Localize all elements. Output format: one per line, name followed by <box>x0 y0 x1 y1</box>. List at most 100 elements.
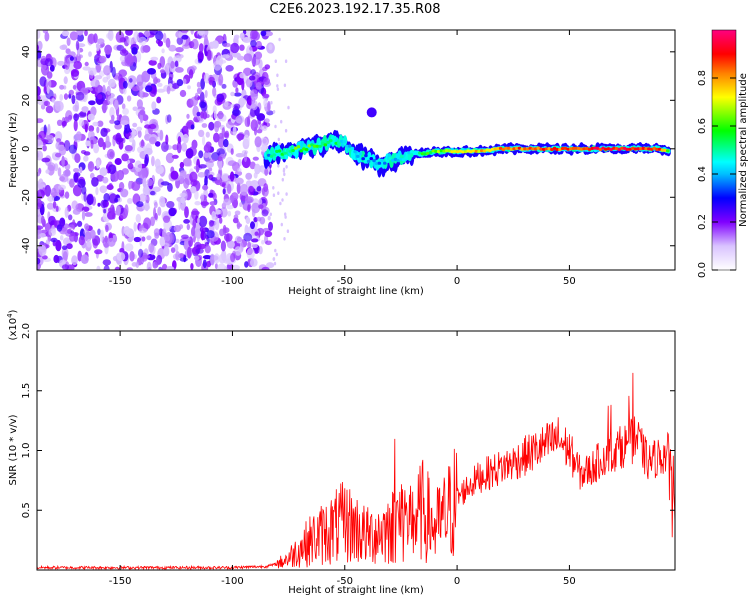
noise-speckle <box>37 172 41 177</box>
noise-speckle <box>131 181 141 192</box>
noise-speckle <box>179 170 187 179</box>
noise-speckle <box>200 78 206 90</box>
signal-core <box>428 150 433 155</box>
noise-speckle <box>82 66 91 71</box>
noise-speckle <box>213 132 220 143</box>
noise-speckle <box>249 108 257 117</box>
noise-speckle <box>285 192 288 196</box>
signal-core <box>442 149 446 153</box>
noise-speckle <box>270 100 273 105</box>
noise-speckle <box>243 232 253 242</box>
signal-core <box>318 144 322 148</box>
noise-speckle <box>59 173 69 183</box>
noise-speckle <box>95 187 99 196</box>
noise-speckle <box>167 182 173 192</box>
noise-speckle <box>107 237 116 247</box>
noise-speckle <box>213 60 222 71</box>
noise-speckle <box>162 32 167 44</box>
noise-speckle <box>91 177 99 187</box>
noise-speckle <box>166 85 171 95</box>
signal-core <box>409 150 414 154</box>
noise-speckle <box>72 84 77 90</box>
noise-speckle <box>177 136 182 144</box>
noise-speckle <box>262 125 268 131</box>
noise-speckle <box>69 56 74 61</box>
noise-speckle <box>148 123 157 130</box>
signal-core <box>369 157 374 161</box>
signal-core <box>485 148 490 152</box>
noise-speckle <box>247 185 255 196</box>
noise-speckle <box>281 177 284 182</box>
noise-speckle <box>94 75 103 80</box>
signal-core <box>585 146 589 151</box>
noise-speckle <box>164 235 171 242</box>
noise-speckle <box>175 47 184 53</box>
noise-speckle <box>190 96 199 107</box>
noise-speckle <box>163 242 170 248</box>
signal-core <box>563 146 568 150</box>
noise-speckle <box>280 119 283 124</box>
noise-speckle <box>247 115 251 127</box>
noise-speckle <box>59 217 66 227</box>
signal-core <box>326 140 330 144</box>
noise-speckle <box>121 103 126 110</box>
noise-speckle <box>277 164 280 168</box>
noise-speckle <box>236 182 241 195</box>
noise-speckle <box>265 240 272 246</box>
noise-speckle <box>277 191 280 195</box>
noise-speckle <box>196 81 201 88</box>
noise-speckle <box>37 139 44 150</box>
noise-speckle <box>219 228 225 237</box>
noise-speckle <box>45 169 50 174</box>
noise-speckle <box>251 202 261 214</box>
signal-core <box>393 157 398 161</box>
noise-speckle <box>129 250 135 262</box>
noise-speckle <box>124 123 130 134</box>
signal-core <box>334 141 339 145</box>
noise-speckle <box>124 204 129 216</box>
noise-speckle <box>247 241 252 249</box>
noise-speckle <box>71 255 78 266</box>
signal-core <box>423 152 428 156</box>
noise-speckle <box>59 44 68 51</box>
noise-speckle <box>251 244 258 249</box>
noise-speckle <box>46 134 53 141</box>
noise-speckle <box>66 37 71 46</box>
noise-speckle <box>139 109 146 116</box>
noise-speckle <box>236 236 243 243</box>
signal-core <box>439 149 444 153</box>
noise-speckle <box>96 265 101 270</box>
noise-speckle <box>196 111 201 117</box>
noise-speckle <box>261 209 269 217</box>
noise-speckle <box>187 246 192 259</box>
noise-speckle <box>233 34 240 40</box>
signal-core <box>666 149 670 153</box>
noise-speckle <box>261 239 265 245</box>
noise-speckle <box>235 115 245 124</box>
noise-speckle <box>77 220 83 227</box>
noise-speckle <box>110 204 115 216</box>
noise-speckle <box>70 68 80 77</box>
noise-speckle <box>183 177 190 189</box>
noise-speckle <box>134 160 143 172</box>
noise-speckle <box>157 40 163 47</box>
noise-speckle <box>274 59 277 63</box>
noise-speckle <box>72 184 82 197</box>
y-tick-label: -20 <box>21 189 32 205</box>
signal-core <box>544 147 549 151</box>
noise-speckle <box>233 92 242 97</box>
noise-speckle <box>136 81 144 91</box>
noise-speckle <box>161 48 165 54</box>
noise-speckle <box>243 67 252 77</box>
noise-speckle <box>181 234 189 240</box>
noise-speckle <box>37 30 41 39</box>
noise-speckle <box>39 233 46 238</box>
noise-speckle <box>250 69 256 76</box>
noise-speckle <box>158 266 163 270</box>
noise-speckle <box>89 229 96 239</box>
noise-speckle <box>55 205 59 212</box>
noise-speckle <box>87 161 95 172</box>
noise-speckle <box>191 226 196 237</box>
noise-speckle <box>283 83 287 88</box>
signal-core <box>434 149 438 154</box>
